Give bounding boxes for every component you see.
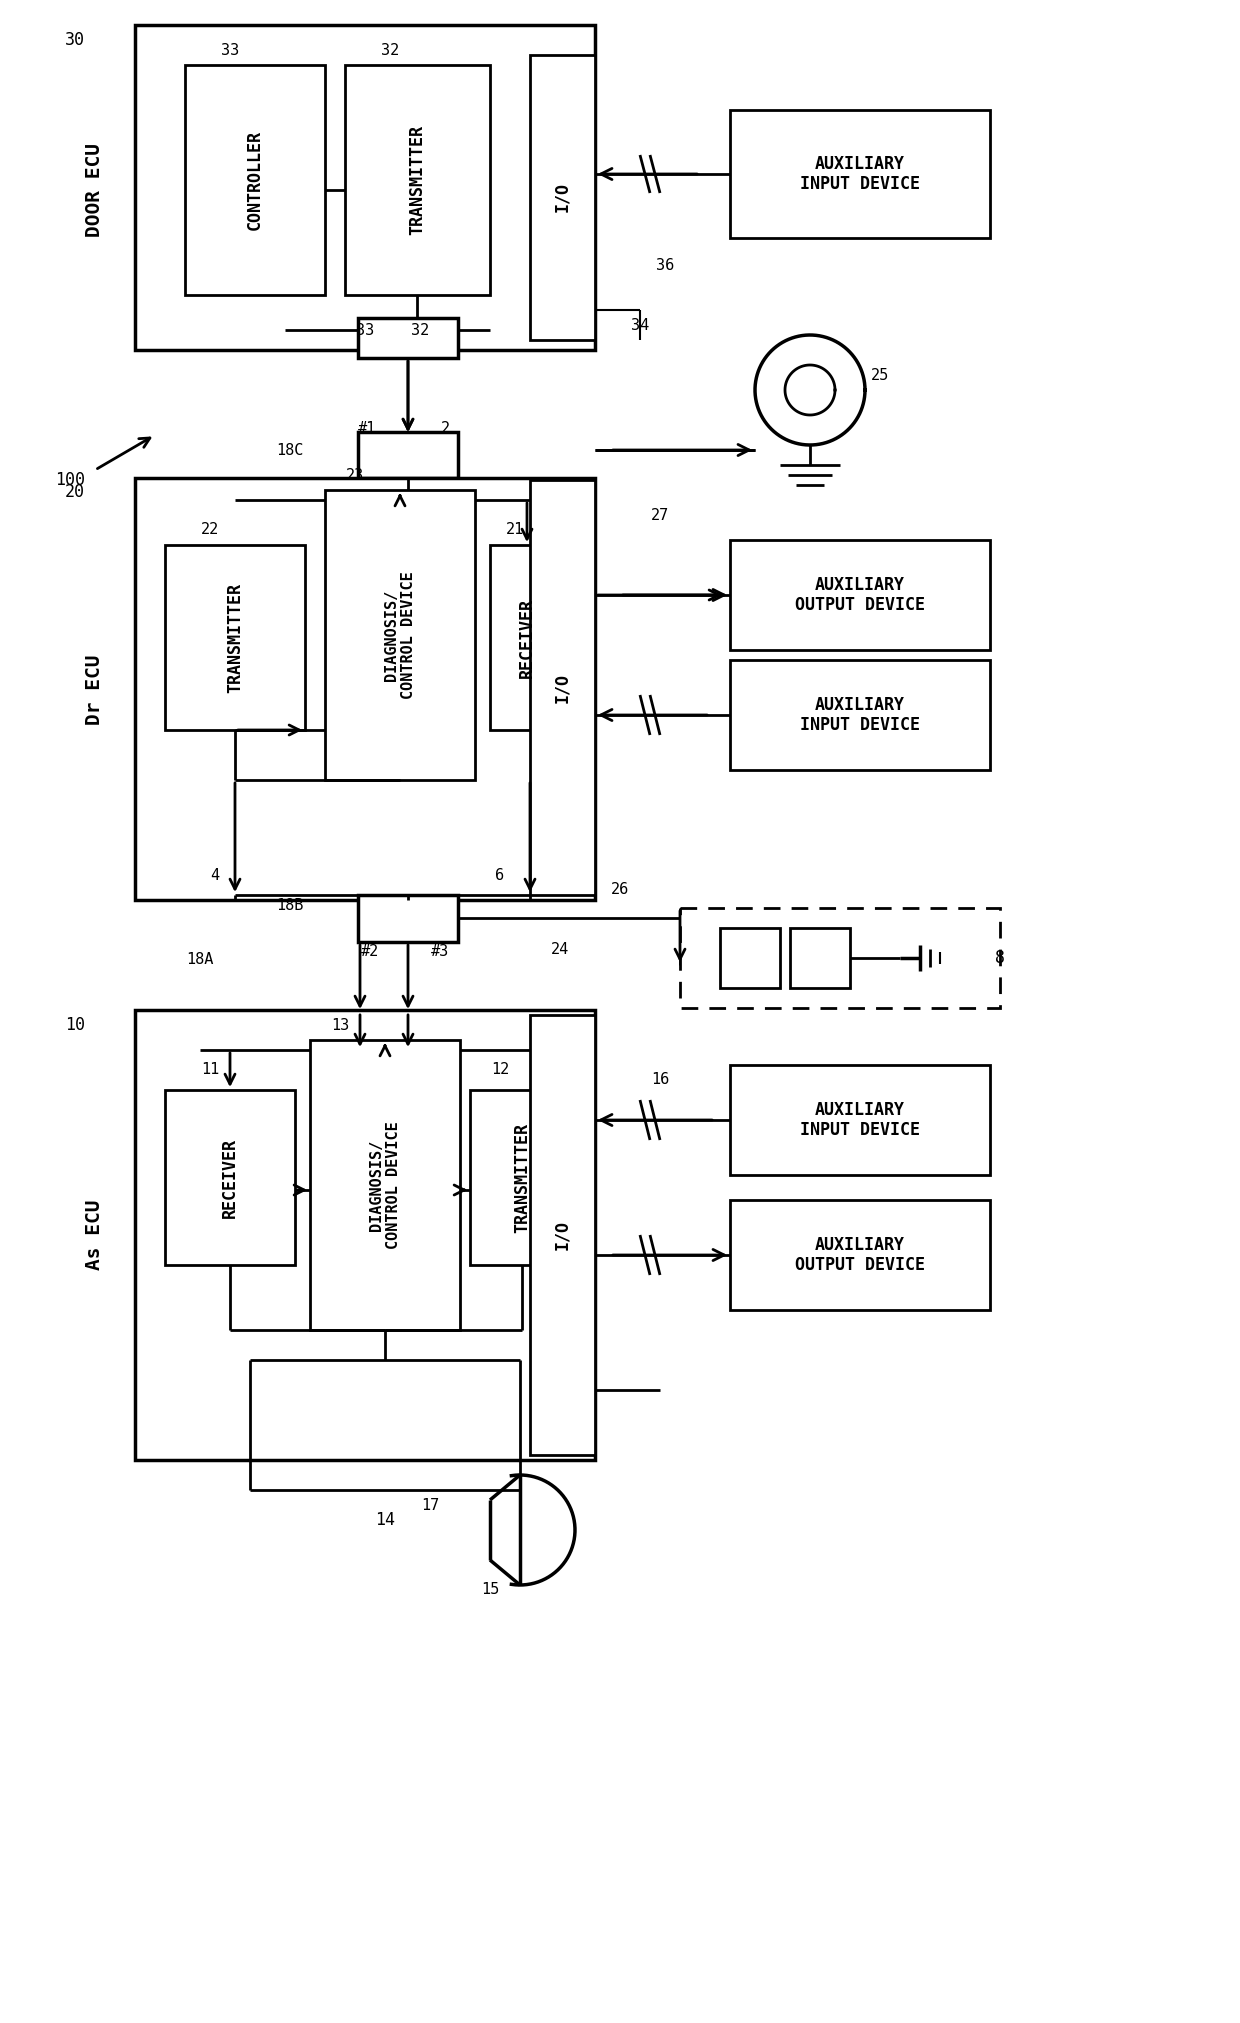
Text: TRANSMITTER: TRANSMITTER bbox=[408, 125, 427, 235]
Text: 26: 26 bbox=[611, 882, 629, 898]
Text: I/O: I/O bbox=[553, 182, 570, 212]
Text: DIAGNOSIS/
CONTROL DEVICE: DIAGNOSIS/ CONTROL DEVICE bbox=[368, 1121, 402, 1248]
Text: TRANSMITTER: TRANSMITTER bbox=[226, 583, 244, 694]
FancyBboxPatch shape bbox=[358, 318, 458, 358]
Text: 32: 32 bbox=[381, 42, 399, 57]
Text: TRANSMITTER: TRANSMITTER bbox=[513, 1123, 531, 1232]
FancyBboxPatch shape bbox=[490, 544, 565, 730]
Text: 10: 10 bbox=[64, 1016, 86, 1034]
FancyBboxPatch shape bbox=[529, 55, 595, 340]
Text: 21: 21 bbox=[506, 522, 525, 538]
Text: DIAGNOSIS/
CONTROL DEVICE: DIAGNOSIS/ CONTROL DEVICE bbox=[384, 570, 417, 698]
Text: 17: 17 bbox=[420, 1497, 439, 1513]
FancyBboxPatch shape bbox=[730, 1064, 990, 1175]
Text: I/O: I/O bbox=[553, 1220, 570, 1250]
Text: 6: 6 bbox=[496, 868, 505, 882]
FancyBboxPatch shape bbox=[310, 1040, 460, 1329]
FancyBboxPatch shape bbox=[185, 65, 325, 295]
FancyBboxPatch shape bbox=[358, 894, 458, 943]
FancyBboxPatch shape bbox=[720, 929, 780, 987]
Text: 18B: 18B bbox=[277, 898, 304, 912]
Text: 11: 11 bbox=[201, 1062, 219, 1078]
Text: 33: 33 bbox=[356, 322, 374, 338]
Text: 4: 4 bbox=[211, 868, 219, 882]
Text: RECEIVER: RECEIVER bbox=[221, 1139, 239, 1218]
Text: AUXILIARY
INPUT DEVICE: AUXILIARY INPUT DEVICE bbox=[800, 154, 920, 194]
Text: 20: 20 bbox=[64, 483, 86, 502]
Text: 8: 8 bbox=[994, 949, 1004, 967]
Text: AUXILIARY
OUTPUT DEVICE: AUXILIARY OUTPUT DEVICE bbox=[795, 577, 925, 615]
Text: 25: 25 bbox=[870, 368, 889, 382]
Text: I/O: I/O bbox=[553, 674, 570, 704]
Text: 30: 30 bbox=[64, 30, 86, 49]
Text: Dr ECU: Dr ECU bbox=[86, 655, 104, 726]
Text: AUXILIARY
INPUT DEVICE: AUXILIARY INPUT DEVICE bbox=[800, 1101, 920, 1139]
Text: 14: 14 bbox=[374, 1511, 396, 1529]
Text: 18A: 18A bbox=[186, 953, 213, 967]
FancyBboxPatch shape bbox=[730, 659, 990, 771]
Text: 12: 12 bbox=[491, 1062, 510, 1078]
Text: As ECU: As ECU bbox=[86, 1200, 104, 1270]
FancyBboxPatch shape bbox=[730, 540, 990, 649]
Text: 34: 34 bbox=[631, 318, 649, 332]
FancyBboxPatch shape bbox=[135, 1009, 595, 1461]
Text: RECEIVER: RECEIVER bbox=[518, 599, 536, 678]
Text: 36: 36 bbox=[656, 257, 675, 273]
FancyBboxPatch shape bbox=[135, 477, 595, 900]
Text: 100: 100 bbox=[55, 471, 86, 490]
FancyBboxPatch shape bbox=[470, 1090, 575, 1264]
FancyBboxPatch shape bbox=[529, 479, 595, 894]
Text: 13: 13 bbox=[331, 1018, 350, 1032]
Text: 23: 23 bbox=[346, 467, 365, 483]
Text: 2: 2 bbox=[440, 421, 450, 435]
FancyBboxPatch shape bbox=[325, 490, 475, 781]
Text: CONTROLLER: CONTROLLER bbox=[246, 129, 264, 231]
Text: 15: 15 bbox=[481, 1582, 500, 1598]
FancyBboxPatch shape bbox=[790, 929, 849, 987]
FancyBboxPatch shape bbox=[165, 544, 305, 730]
Text: #3: #3 bbox=[430, 945, 449, 959]
Text: AUXILIARY
INPUT DEVICE: AUXILIARY INPUT DEVICE bbox=[800, 696, 920, 734]
FancyBboxPatch shape bbox=[730, 109, 990, 239]
Text: 33: 33 bbox=[221, 42, 239, 57]
Text: 24: 24 bbox=[551, 943, 569, 957]
FancyBboxPatch shape bbox=[730, 1200, 990, 1311]
Text: 32: 32 bbox=[410, 322, 429, 338]
FancyBboxPatch shape bbox=[529, 1016, 595, 1455]
FancyBboxPatch shape bbox=[358, 433, 458, 477]
Text: 27: 27 bbox=[651, 508, 670, 522]
Text: 16: 16 bbox=[651, 1072, 670, 1088]
Text: #2: #2 bbox=[361, 945, 379, 959]
Bar bbox=[680, 908, 999, 1007]
Text: 18C: 18C bbox=[277, 443, 304, 457]
FancyBboxPatch shape bbox=[345, 65, 490, 295]
Text: DOOR ECU: DOOR ECU bbox=[86, 144, 104, 237]
FancyBboxPatch shape bbox=[135, 24, 595, 350]
Text: AUXILIARY
OUTPUT DEVICE: AUXILIARY OUTPUT DEVICE bbox=[795, 1236, 925, 1274]
Text: 22: 22 bbox=[201, 522, 219, 538]
FancyBboxPatch shape bbox=[165, 1090, 295, 1264]
Text: #1: #1 bbox=[358, 421, 376, 435]
